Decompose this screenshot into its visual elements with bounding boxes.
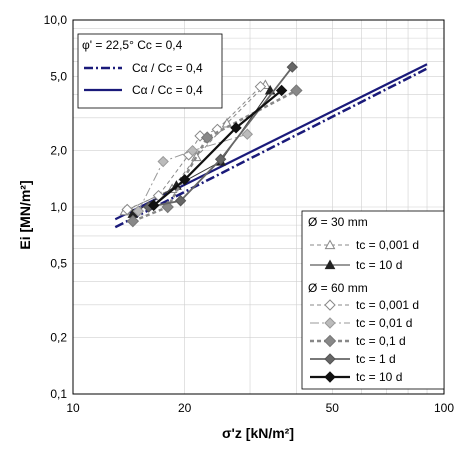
data-point-marker [214, 153, 227, 165]
legend-label-60mm-001d: tc = 0,01 d [356, 316, 412, 330]
legend-label-30mm-10d: tc = 10 d [356, 258, 402, 272]
series-5 [121, 80, 267, 216]
data-point-marker [324, 353, 336, 365]
data-point-marker [254, 80, 267, 93]
legend-group2-header: Ø = 60 mm [308, 281, 368, 295]
series-line [148, 66, 293, 208]
data-point-marker [147, 199, 160, 212]
legend-item-30mm-10d [310, 259, 350, 270]
legend-item-60mm-001d [310, 317, 350, 329]
data-point-marker [324, 371, 336, 383]
legend-item-60mm-0001d [310, 299, 350, 311]
data-point-marker [230, 122, 242, 134]
legend-label-60mm-10d: tc = 10 d [356, 370, 402, 384]
legend-label-60mm-0001d: tc = 0,001 d [356, 298, 419, 312]
series-layer [114, 61, 428, 229]
data-point-marker [211, 123, 224, 136]
series-6 [132, 128, 254, 217]
legend-item-60mm-1d [310, 353, 350, 365]
legend-top-header: φ' = 22,5° Cc = 0,4 [82, 38, 183, 52]
series-line [127, 86, 261, 210]
x-tick-label: 50 [326, 401, 340, 415]
legend-top-label-1: Cα / Cc = 0,4 [132, 61, 203, 75]
series-9 [147, 84, 288, 212]
legend-item-60mm-01d [310, 334, 350, 348]
legend-label-30mm-0001d: tc = 0,001 d [356, 238, 419, 252]
data-point-marker [290, 84, 303, 97]
data-point-marker [132, 205, 145, 217]
y-tick-label: 10,0 [44, 13, 68, 27]
data-point-marker [121, 203, 133, 216]
series-1 [114, 67, 428, 229]
tick-labels: 10,0 5,0 2,0 1,0 0,5 0,2 0,110 20 50 100 [44, 13, 455, 415]
series-line [137, 133, 248, 212]
data-point-marker [324, 259, 336, 270]
y-tick-label: 0,1 [50, 387, 67, 401]
y-axis-title: Ei [MN/m²] [17, 180, 33, 249]
y-tick-label: 0,2 [50, 331, 67, 345]
y-tick-label: 2,0 [50, 144, 67, 158]
y-tick-label: 1,0 [50, 200, 67, 214]
data-point-marker [275, 84, 288, 97]
plot-area-frame [72, 19, 445, 395]
data-point-marker [323, 334, 337, 348]
legend-label-60mm-01d: tc = 0,1 d [356, 334, 406, 348]
series-7 [126, 84, 303, 228]
data-point-marker [324, 317, 336, 329]
legend-group1-header: Ø = 30 mm [308, 215, 368, 229]
y-tick-label: 0,5 [50, 256, 67, 270]
data-point-marker [174, 195, 187, 207]
series-line [114, 67, 428, 229]
data-point-marker [186, 145, 199, 157]
data-point-marker [178, 173, 191, 186]
legend-item-30mm-0001d [310, 239, 350, 250]
data-point-marker [157, 155, 169, 168]
data-point-marker [126, 214, 140, 228]
x-tick-label: 20 [178, 401, 192, 415]
legend-top: φ' = 22,5° Cc = 0,4 Cα / Cc = 0,4 Cα / C… [77, 33, 223, 109]
legend-label-60mm-1d: tc = 1 d [356, 352, 396, 366]
x-tick-label: 10 [66, 401, 80, 415]
data-point-marker [324, 239, 336, 250]
data-point-marker [200, 131, 214, 144]
data-point-marker [241, 128, 254, 140]
legend-top-box [77, 33, 223, 109]
data-point-marker [286, 61, 298, 73]
y-tick-label: 5,0 [50, 69, 67, 83]
series-line [132, 89, 297, 223]
legend-bottom: Ø = 30 mm tc = 0,001 d tc = 10 d Ø = 60 … [301, 210, 445, 390]
legend-item-60mm-10d [310, 371, 350, 383]
x-axis-title: σ'z [kN/m²] [222, 425, 294, 441]
data-point-marker [324, 299, 336, 311]
legend-top-label-2: Cα / Cc = 0,4 [132, 83, 203, 97]
x-tick-label: 100 [434, 401, 454, 415]
series-line [152, 89, 283, 207]
